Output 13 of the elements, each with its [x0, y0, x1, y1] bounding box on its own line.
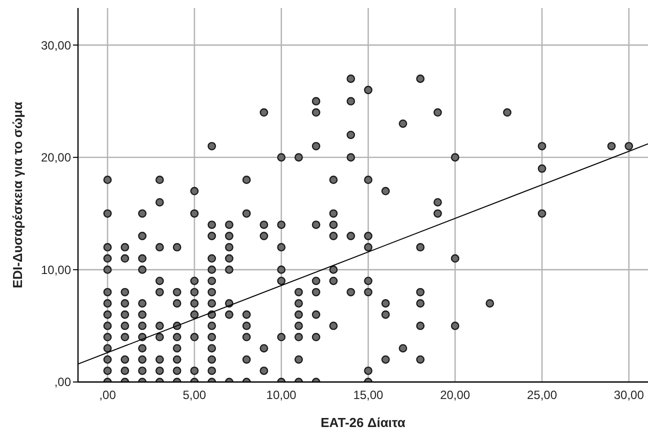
x-tick-label: 10,00	[266, 388, 297, 402]
y-tick-label: 20,00	[40, 150, 72, 165]
x-tick-label: ,00	[99, 388, 116, 402]
x-tick-label: 15,00	[353, 388, 384, 402]
x-tick-label: 25,00	[526, 388, 558, 402]
y-axis-title: EDI-Δυσαρέσκεια για το σώμα	[10, 102, 25, 288]
x-axis-title: EAT-26 Δίαιτα	[320, 415, 406, 430]
x-tick-label: 5,00	[182, 388, 206, 402]
y-tick-label: 10,00	[40, 262, 72, 277]
y-tick-label: ,00	[54, 375, 72, 390]
x-tick-label: 20,00	[440, 388, 470, 402]
x-tick-label: 30,00	[614, 388, 644, 402]
y-tick-label: 30,00	[40, 38, 72, 52]
